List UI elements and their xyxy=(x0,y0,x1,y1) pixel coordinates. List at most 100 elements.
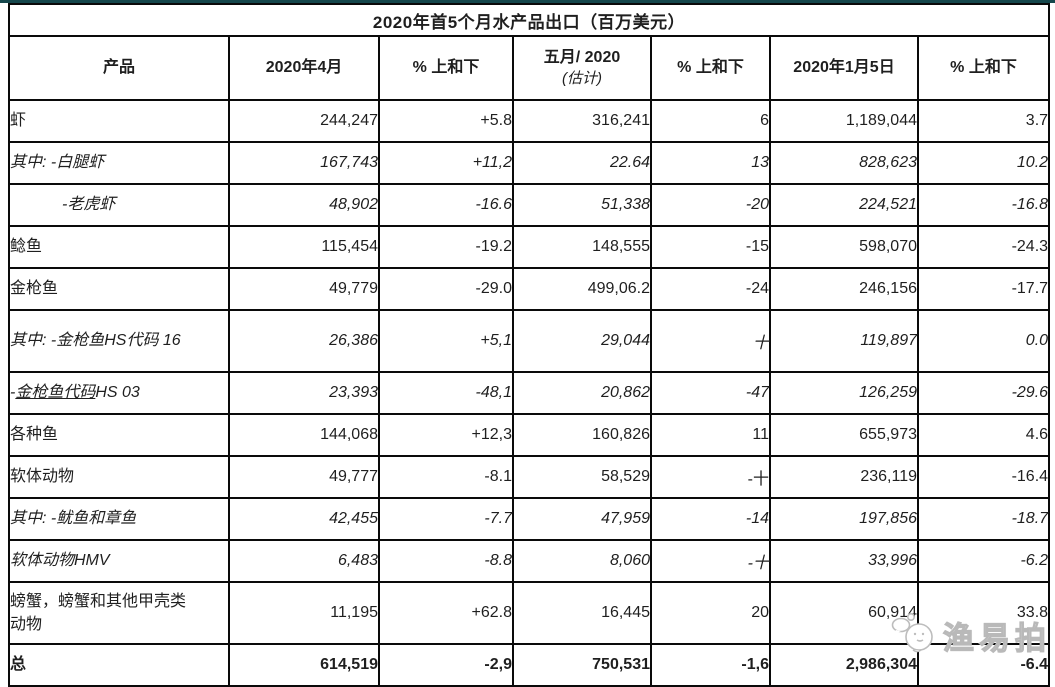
product-cell: 鲶鱼 xyxy=(8,225,230,269)
product-cell: 金枪鱼 xyxy=(8,267,230,311)
value-cell: -十 xyxy=(650,539,771,583)
value-cell: -48,1 xyxy=(378,371,514,415)
value-cell: 2,986,304 xyxy=(769,643,919,687)
value-cell: 1,189,044 xyxy=(769,99,919,143)
value-cell: 499,06.2 xyxy=(512,267,652,311)
value-cell: -16.8 xyxy=(916,183,1051,227)
value-cell: -7.7 xyxy=(378,497,514,541)
product-cell: 各种鱼 xyxy=(8,413,230,457)
table-row: 金枪鱼 49,779 -29.0 499,06.2 -24 246,156 -17.7 xyxy=(8,267,1051,311)
product-cell: 螃蟹，螃蟹和其他甲壳类动物 xyxy=(8,581,230,645)
product-cell: -金枪鱼代码HS 03 xyxy=(8,371,230,415)
column-header: 产品 xyxy=(8,35,230,101)
table-row: 其中: -白腿虾 167,743 +11,2 22.64 13 828,623 10.2 xyxy=(8,141,1051,185)
product-cell: 软体动物HMV xyxy=(8,539,230,583)
value-cell: 20,862 xyxy=(512,371,652,415)
value-cell: 167,743 xyxy=(228,141,380,185)
header-row: 产品 2020年4月% 上和下 五月/ 2020 (估计)% 上和下 2020年1月5日… xyxy=(8,35,1051,101)
value-cell: -16.4 xyxy=(916,455,1051,499)
value-cell: 23,393 xyxy=(228,371,380,415)
value-cell: 750,531 xyxy=(512,643,652,687)
title-row: 2020年首5个月水产品出口（百万美元） xyxy=(7,3,1051,37)
value-cell: 10.2 xyxy=(916,141,1051,185)
table-row: -老虎虾 48,902 -16.6 51,338 -20 224,521 -16.8 xyxy=(8,183,1051,227)
value-cell: -十 xyxy=(650,455,771,499)
product-cell: 其中: -鱿鱼和章鱼 xyxy=(8,497,230,541)
column-header: % 上和下 xyxy=(650,35,771,101)
value-cell: -8.1 xyxy=(378,455,514,499)
value-cell: -18.7 xyxy=(916,497,1051,541)
value-cell: 十 xyxy=(650,309,771,373)
value-cell: +5,1 xyxy=(378,309,514,373)
value-cell: 0.0 xyxy=(916,309,1051,373)
value-cell: -14 xyxy=(650,497,771,541)
value-cell: 224,521 xyxy=(769,183,919,227)
seafood-export-table: 2020年首5个月水产品出口（百万美元） 产品 2020年4月% 上和下 五月/ 2… xyxy=(7,3,1051,687)
value-cell: 160,826 xyxy=(512,413,652,457)
value-cell: 20 xyxy=(650,581,771,645)
table-row: 其中: -鱿鱼和章鱼 42,455 -7.7 47,959 -14 197,856 -18.… xyxy=(8,497,1051,541)
value-cell: 8,060 xyxy=(512,539,652,583)
value-cell: 148,555 xyxy=(512,225,652,269)
value-cell: 828,623 xyxy=(769,141,919,185)
table-body: 虾 244,247 +5.8 316,241 6 1,189,044 3.7 其中: -白腿虾… xyxy=(8,99,1051,687)
value-cell: 26,386 xyxy=(228,309,380,373)
value-cell: 51,338 xyxy=(512,183,652,227)
value-cell: 11,195 xyxy=(228,581,380,645)
value-cell: 3.7 xyxy=(916,99,1051,143)
column-header: 五月/ 2020 (估计) xyxy=(512,35,652,101)
value-cell: 22.64 xyxy=(512,141,652,185)
value-cell: -16.6 xyxy=(378,183,514,227)
value-cell: 48,902 xyxy=(228,183,380,227)
product-cell: 其中: -金枪鱼HS代码 16 xyxy=(8,309,230,373)
value-cell: 244,247 xyxy=(228,99,380,143)
top-divider-line xyxy=(0,0,1055,3)
value-cell: -29.6 xyxy=(916,371,1051,415)
value-cell: 49,779 xyxy=(228,267,380,311)
value-cell: 246,156 xyxy=(769,267,919,311)
value-cell: 236,119 xyxy=(769,455,919,499)
value-cell: -29.0 xyxy=(378,267,514,311)
value-cell: 33.8 xyxy=(916,581,1051,645)
value-cell: -19.2 xyxy=(378,225,514,269)
value-cell: 42,455 xyxy=(228,497,380,541)
value-cell: -24.3 xyxy=(916,225,1051,269)
value-cell: 598,070 xyxy=(769,225,919,269)
product-cell: 总 xyxy=(8,643,230,687)
column-header: % 上和下 xyxy=(378,35,514,101)
value-cell: 13 xyxy=(650,141,771,185)
value-cell: 16,445 xyxy=(512,581,652,645)
table-row: -金枪鱼代码HS 03 23,393 -48,1 20,862 -47 126,259 -2… xyxy=(8,371,1051,415)
column-header: % 上和下 xyxy=(916,35,1051,101)
value-cell: 60,914 xyxy=(769,581,919,645)
value-cell: -6.4 xyxy=(916,643,1051,687)
table-row: 各种鱼 144,068 +12,3 160,826 11 655,973 4.6 xyxy=(8,413,1051,457)
value-cell: +12,3 xyxy=(378,413,514,457)
value-cell: -2,9 xyxy=(378,643,514,687)
value-cell: 197,856 xyxy=(769,497,919,541)
value-cell: 6 xyxy=(650,99,771,143)
product-cell: -老虎虾 xyxy=(8,183,230,227)
value-cell: 29,044 xyxy=(512,309,652,373)
value-cell: -20 xyxy=(650,183,771,227)
table-row: 螃蟹，螃蟹和其他甲壳类动物 11,195 +62.8 16,445 20 60,914 33… xyxy=(8,581,1051,645)
value-cell: -17.7 xyxy=(916,267,1051,311)
column-header: 2020年1月5日 xyxy=(769,35,919,101)
value-cell: 49,777 xyxy=(228,455,380,499)
table-row: 软体动物HMV 6,483 -8.8 8,060 -十 33,996 -6.2 xyxy=(8,539,1051,583)
value-cell: -47 xyxy=(650,371,771,415)
value-cell: 4.6 xyxy=(916,413,1051,457)
table-row: 虾 244,247 +5.8 316,241 6 1,189,044 3.7 xyxy=(8,99,1051,143)
value-cell: 126,259 xyxy=(769,371,919,415)
table-row: 其中: -金枪鱼HS代码 16 26,386 +5,1 29,044 十 119,897 0… xyxy=(8,309,1051,373)
value-cell: 47,959 xyxy=(512,497,652,541)
value-cell: 316,241 xyxy=(512,99,652,143)
value-cell: -8.8 xyxy=(378,539,514,583)
table-row: 总 614,519 -2,9 750,531 -1,6 2,986,304 -6.4 xyxy=(8,643,1051,687)
column-header: 2020年4月 xyxy=(228,35,380,101)
value-cell: 11 xyxy=(650,413,771,457)
value-cell: -1,6 xyxy=(650,643,771,687)
table-row: 鲶鱼 115,454 -19.2 148,555 -15 598,070 -24.3 xyxy=(8,225,1051,269)
value-cell: 614,519 xyxy=(228,643,380,687)
value-cell: +5.8 xyxy=(378,99,514,143)
